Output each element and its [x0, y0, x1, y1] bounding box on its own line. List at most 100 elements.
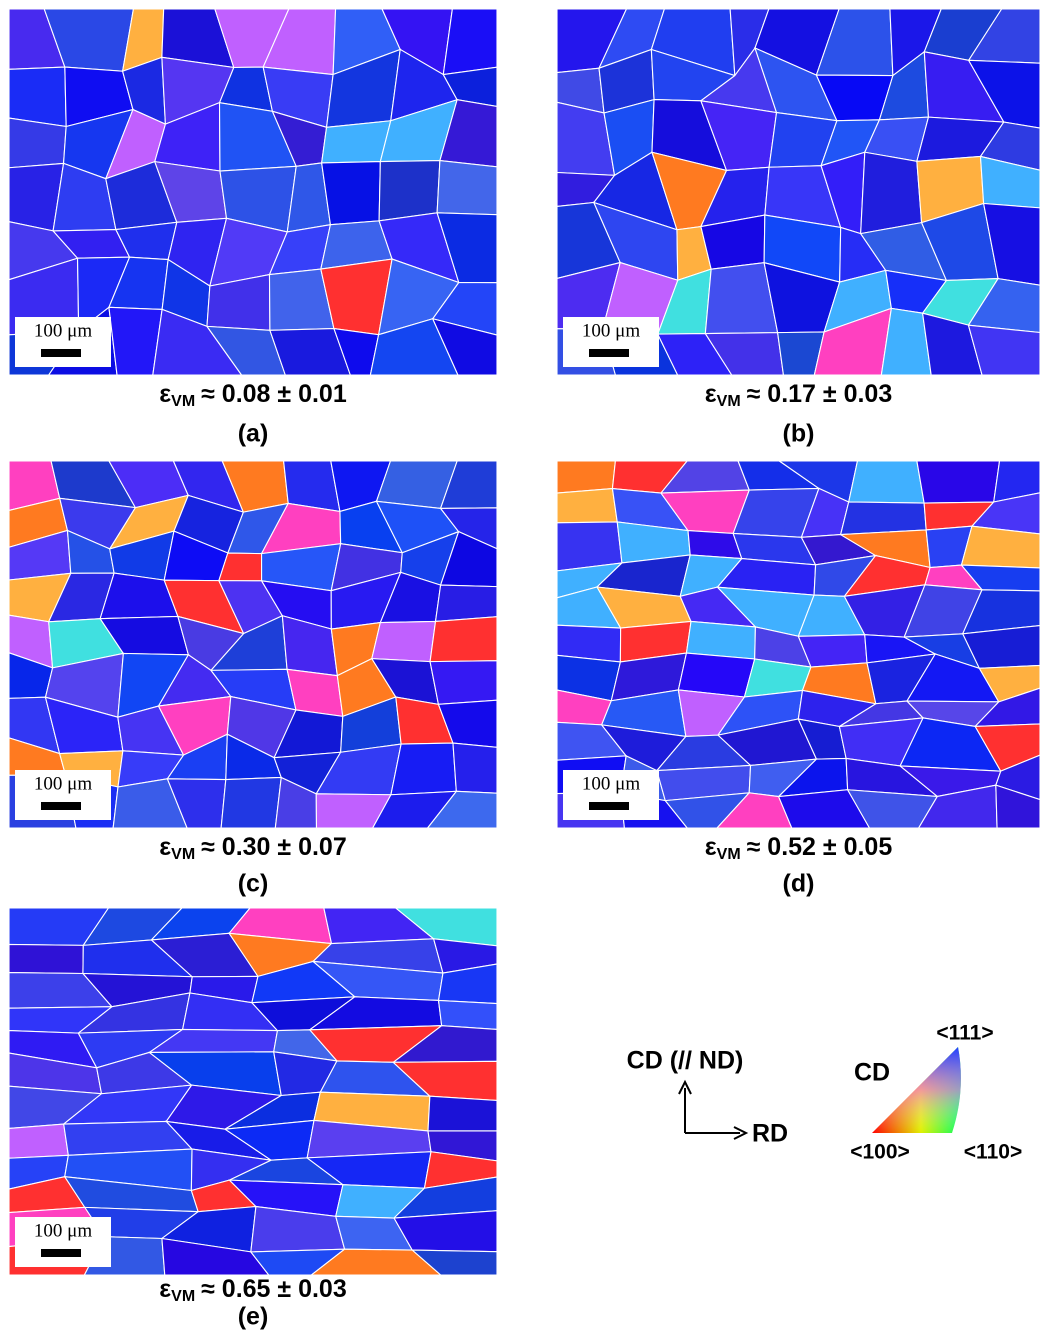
grain [378, 160, 441, 222]
grain [967, 278, 1040, 334]
arrowhead [678, 1079, 692, 1095]
ebsd-map: 100 μm [556, 460, 1040, 829]
grain [321, 120, 392, 164]
strain-subscript: VM [717, 393, 741, 410]
ipf-corner: <100> [850, 1141, 910, 1164]
grain [967, 59, 1040, 129]
grain [8, 1123, 69, 1159]
scale-bar-label: 100 μm [34, 320, 92, 341]
scale-bar-label: 100 μm [34, 773, 92, 794]
grain [429, 616, 498, 663]
grain [556, 460, 617, 494]
grain [979, 155, 1040, 209]
strain-label: εVM ≈ 0.17 ± 0.03 [705, 380, 892, 411]
grain [967, 324, 1040, 376]
scale-bar [41, 1249, 81, 1257]
scale-bar [589, 349, 629, 357]
ipf-direction: CD [854, 1059, 890, 1087]
scale-bar-label: 100 μm [582, 773, 640, 794]
grain [974, 723, 1040, 772]
scale-bar [41, 802, 81, 810]
grain [995, 784, 1040, 829]
strain-subscript: VM [717, 846, 741, 863]
ebsd-map: 100 μm [556, 8, 1040, 376]
grain [967, 8, 1040, 64]
grain [685, 620, 756, 660]
strain-subscript: VM [171, 846, 195, 863]
grain [220, 776, 282, 829]
grain [8, 117, 67, 169]
grain [993, 460, 1040, 503]
strain-symbol: ε [159, 380, 171, 408]
grain [848, 460, 925, 504]
grain [979, 121, 1040, 171]
scale-bar-label: 100 μm [582, 320, 640, 341]
ebsd-map: 100 μm [8, 460, 498, 829]
axis-label: CD (// ND) [627, 1047, 744, 1075]
grain [961, 624, 1040, 669]
grain [961, 589, 1040, 635]
grain [677, 652, 756, 698]
strain-label: εVM ≈ 0.65 ± 0.03 [159, 1275, 346, 1306]
grain [797, 634, 868, 668]
ebsd-map: 100 μm [8, 907, 498, 1276]
scale-bar [41, 349, 81, 357]
grain [431, 317, 498, 376]
strain-value: ≈ 0.52 ± 0.05 [747, 833, 893, 861]
grain [436, 159, 498, 216]
grain [429, 660, 498, 705]
scale-bar-box [563, 770, 659, 820]
grain [390, 742, 457, 796]
panel-label: (d) [783, 870, 815, 898]
grain [434, 584, 498, 623]
strain-label: εVM ≈ 0.08 ± 0.01 [159, 380, 347, 411]
grain [916, 460, 1001, 504]
ipf-corner: <111> [936, 1022, 993, 1045]
grain [442, 8, 498, 76]
ipf-legend: CD <111> <100> <110> [850, 1022, 1022, 1164]
scale-bar-box [15, 770, 111, 820]
strain-symbol: ε [159, 1275, 171, 1303]
grain [960, 525, 1040, 569]
scale-bar [589, 802, 629, 810]
strain-symbol: ε [159, 833, 171, 861]
grain [321, 161, 381, 226]
grain [973, 687, 1040, 728]
ebsd-map: 100 μm [8, 8, 498, 376]
panel-label: (e) [238, 1303, 269, 1331]
grain [426, 790, 498, 829]
strain-value: ≈ 0.30 ± 0.07 [201, 833, 347, 861]
ipf-triangle-overlay [872, 1047, 961, 1133]
grain [427, 1095, 498, 1132]
grain [371, 620, 437, 663]
scale-bar-box [15, 317, 111, 367]
grain [839, 501, 927, 536]
grain [982, 202, 1040, 286]
panel-label: (b) [783, 420, 815, 448]
grain [8, 943, 84, 975]
strain-label: εVM ≈ 0.30 ± 0.07 [159, 833, 346, 864]
axis-label: RD [752, 1120, 788, 1148]
grain [393, 1210, 498, 1253]
strain-subscript: VM [171, 1288, 195, 1305]
grain [452, 742, 498, 794]
panel-label: (c) [238, 870, 269, 898]
strain-value: ≈ 0.08 ± 0.01 [201, 380, 347, 408]
strain-subscript: VM [171, 393, 195, 410]
grain [970, 492, 1040, 535]
grain [960, 564, 1040, 592]
strain-value: ≈ 0.65 ± 0.03 [201, 1275, 347, 1303]
grain [860, 151, 923, 235]
panel-label: (a) [238, 420, 269, 448]
strain-symbol: ε [705, 833, 717, 861]
strain-label: εVM ≈ 0.52 ± 0.05 [705, 833, 893, 864]
scale-bar-box [563, 317, 659, 367]
strain-symbol: ε [705, 380, 717, 408]
scale-bar-box [15, 1217, 111, 1267]
grain [556, 488, 618, 524]
axes-diagram: CD (// ND) RD [627, 1047, 788, 1148]
grain [437, 999, 498, 1030]
grain [410, 1249, 498, 1276]
